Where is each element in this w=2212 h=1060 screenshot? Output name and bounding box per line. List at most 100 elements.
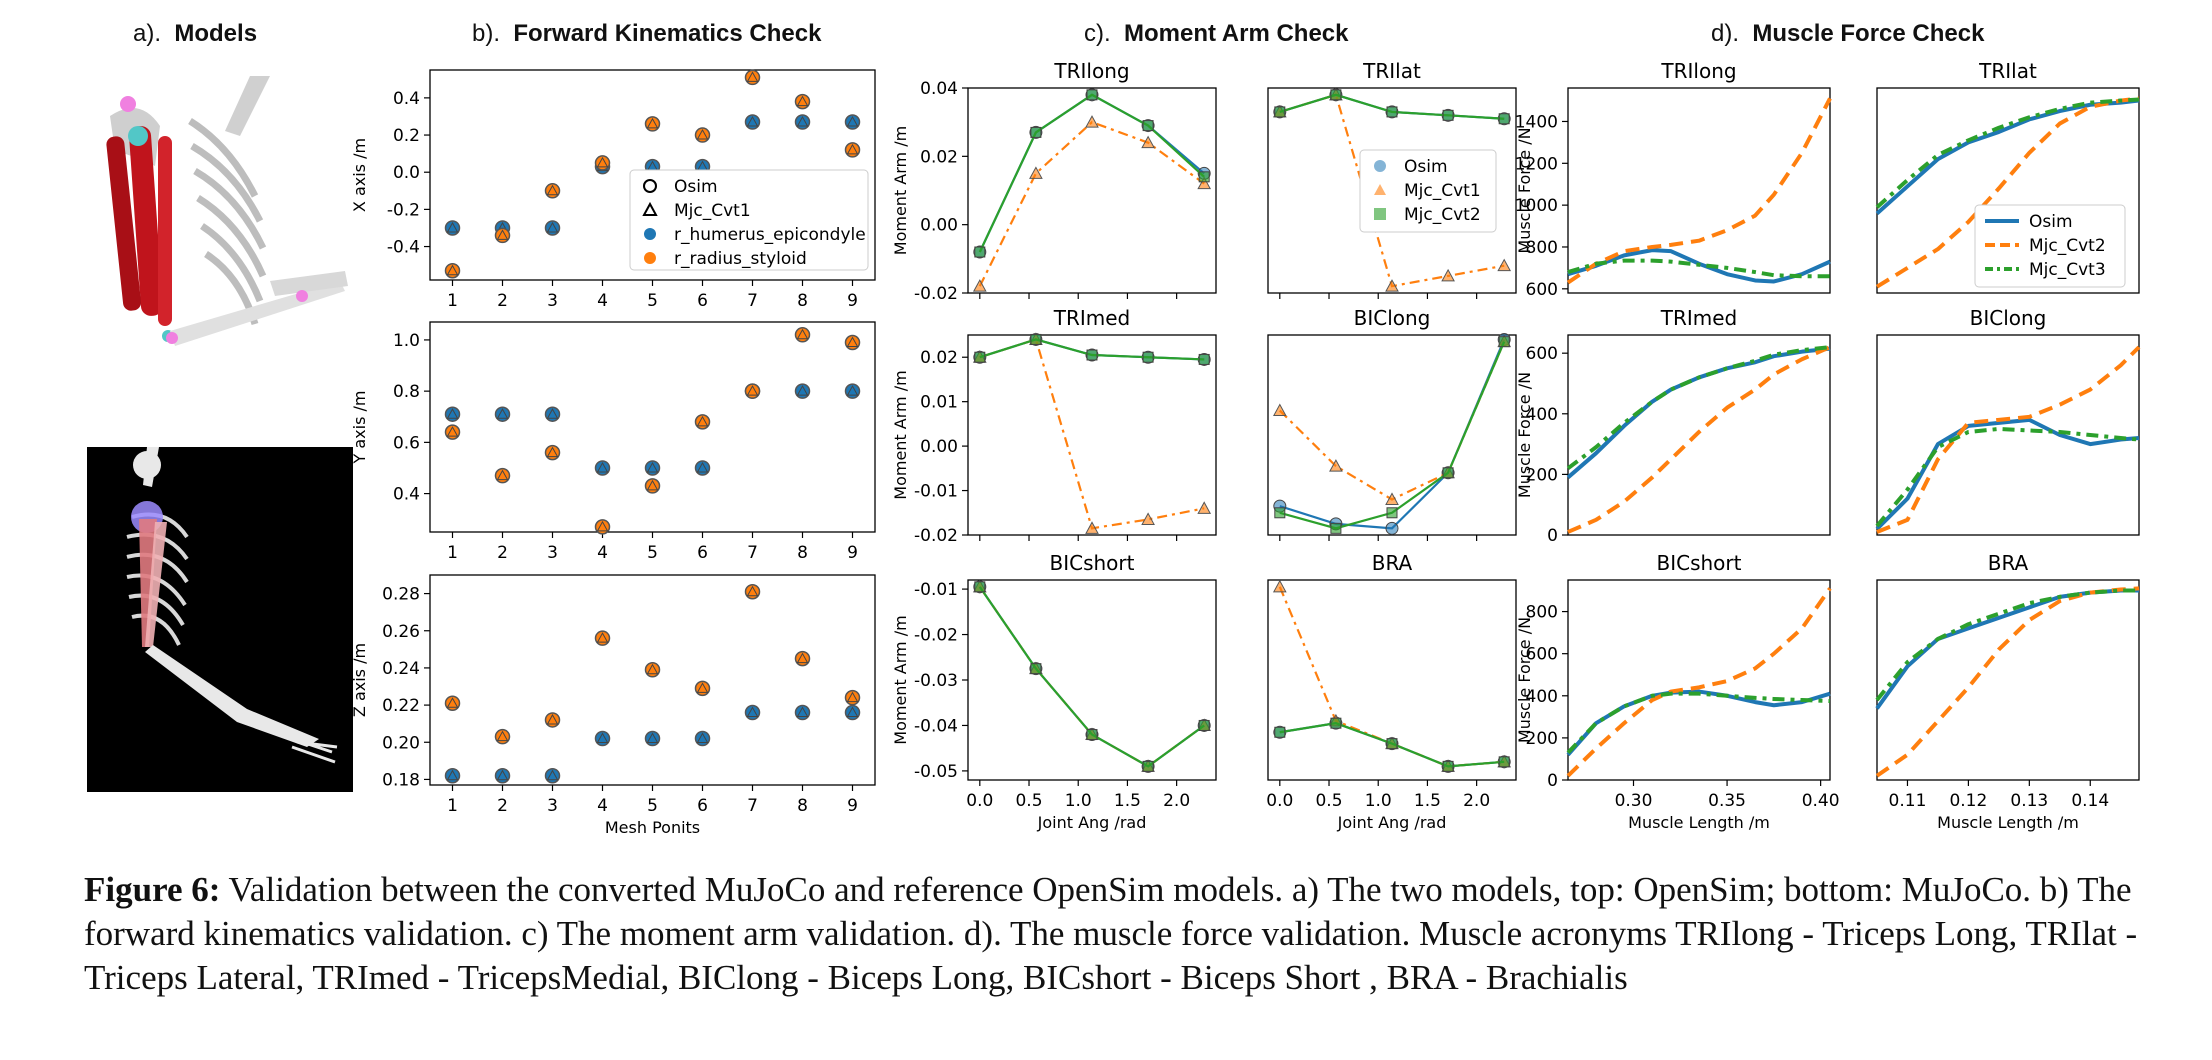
y-tick-label: 0.24 [382, 659, 420, 679]
x-tick-label: 1 [447, 291, 458, 311]
moment-point [1498, 113, 1510, 125]
fk-marker-triangle [496, 769, 509, 781]
x-axis-label: Muscle Length /m [1937, 813, 2079, 832]
fk-marker-triangle [696, 129, 709, 140]
x-tick-label: 2.0 [1463, 791, 1490, 811]
mujoco-model-image [87, 447, 353, 792]
x-tick-label: 0.14 [2071, 791, 2109, 811]
fk-marker-triangle [446, 697, 459, 708]
x-tick-label: 0.0 [966, 791, 993, 811]
moment-point [1030, 333, 1042, 345]
legend-label: r_humerus_epicondyle [674, 225, 866, 245]
y-tick-label: 0.01 [920, 393, 958, 413]
legend-marker [1374, 208, 1386, 220]
plot-title: TRIlong [1660, 59, 1736, 83]
moment-point [1441, 268, 1455, 282]
moment-point [1086, 349, 1098, 361]
y-tick-label: 0.22 [382, 696, 420, 716]
x-tick-label: 3 [547, 291, 558, 311]
fk-plot: -0.4 -0.2 0.0 0.2 0.4 1 2 3 4 5 6 7 8 9 X axis /m Osim M… [350, 69, 876, 311]
y-tick-label: 0.8 [393, 382, 420, 402]
moment-point [1498, 756, 1510, 768]
moment-point [1274, 106, 1286, 118]
y-tick-label: 0.4 [393, 485, 420, 505]
fk-plot: 0.18 0.20 0.22 0.24 0.26 0.28 1 2 3 4 5 6 7 8 9 Z axis … [350, 574, 876, 837]
legend-box [629, 169, 869, 271]
y-tick-label: 0.20 [382, 733, 420, 753]
moment-point [1030, 663, 1042, 675]
legend-marker-triangle [642, 201, 658, 216]
x-tick-label: 7 [747, 796, 758, 816]
moment-point [1197, 501, 1212, 514]
plot-frame [429, 574, 876, 786]
x-tick-label: 6 [697, 291, 708, 311]
fk-marker-triangle [446, 426, 459, 437]
legend-label: r_radius_styloid [674, 249, 807, 269]
force-plot: BRA 0.11 0.12 0.13 0.14 Muscle Length /m [1875, 551, 2140, 832]
moment-point [974, 246, 986, 258]
fk-marker-triangle [696, 682, 709, 693]
y-tick-label: 0.2 [393, 126, 420, 146]
moment-point [1330, 89, 1342, 101]
x-tick-label: 5 [647, 796, 658, 816]
moment-plot: TRIlat Osim Mjc_Cvt1 Mjc_Cvt2 [1267, 59, 1517, 299]
y-tick-label: -0.01 [914, 482, 958, 502]
force-line [1566, 587, 1832, 778]
y-tick-label: 1000 [1515, 196, 1558, 216]
x-tick-label: 6 [697, 543, 708, 563]
y-tick-label: 400 [1526, 405, 1558, 425]
y-axis-label: X axis /m [350, 138, 369, 212]
moment-point [1497, 258, 1512, 272]
force-plot: BICshort 0 200 400 600 800 0.30 0.35 0.40 Muscle … [1515, 551, 1840, 832]
legend-label: Osim [1404, 157, 1448, 177]
plots-layer: -0.4 -0.2 0.0 0.2 0.4 1 2 3 4 5 6 7 8 9 X axis /m Osim M… [350, 59, 2141, 837]
moment-point [1498, 336, 1510, 348]
plot-title: BICshort [1657, 551, 1742, 575]
fk-marker-triangle [596, 732, 609, 744]
force-line [1567, 258, 1830, 279]
legend-marker [1374, 184, 1386, 195]
fk-marker-triangle [646, 732, 659, 744]
y-tick-label: 0.02 [920, 348, 958, 368]
y-tick-label: 400 [1526, 687, 1558, 707]
y-tick-label: 200 [1526, 729, 1558, 749]
fk-marker-triangle [846, 706, 859, 718]
section-d-title: d). Muscle Force Check [1711, 20, 1985, 47]
force-line [1875, 97, 2140, 209]
legend-box [1359, 149, 1497, 233]
plot-frame [429, 321, 876, 533]
y-tick-label: -0.04 [914, 716, 958, 736]
force-line [1876, 345, 2141, 534]
fk-marker-triangle [596, 520, 609, 532]
y-tick-label: 0.18 [382, 770, 420, 790]
plot-title: BRA [1988, 551, 2029, 575]
fk-legend: Osim Mjc_Cvt1 r_humerus_epicondyle r_radius… [629, 169, 869, 271]
plot-frame [1267, 87, 1517, 294]
y-tick-label: 600 [1526, 645, 1558, 665]
x-tick-label: 2.0 [1163, 791, 1190, 811]
y-tick-label: -0.02 [914, 626, 958, 646]
moment-point [1198, 353, 1210, 365]
y-tick-label: 1.0 [393, 331, 420, 351]
y-tick-label: -0.02 [914, 526, 958, 546]
force-plot: BIClong [1875, 306, 2141, 536]
fk-marker-triangle [596, 156, 609, 168]
force-line [1875, 98, 2140, 216]
x-tick-label: 1.0 [1065, 791, 1092, 811]
fk-marker-triangle [696, 461, 709, 473]
fk-marker-triangle [796, 328, 809, 340]
y-tick-label: -0.05 [914, 762, 958, 782]
moment-point [1141, 135, 1155, 149]
fk-plot: 0.4 0.6 0.8 1.0 1 2 3 4 5 6 7 8 9 Y axis /m [350, 321, 876, 563]
moment-plot: BRA 0.0 0.5 1.0 1.5 2.0 Joint Ang /rad [1266, 551, 1517, 832]
x-tick-label: 6 [697, 796, 708, 816]
fk-marker-triangle [446, 221, 459, 233]
legend-label: Mjc_Cvt2 [1404, 205, 1481, 225]
plot-frame [1267, 334, 1517, 536]
fk-marker-triangle [846, 385, 859, 396]
fk-marker-triangle [646, 461, 659, 473]
fk-marker-triangle [746, 116, 759, 127]
moment-point [974, 351, 986, 363]
force-line [1566, 346, 1831, 479]
